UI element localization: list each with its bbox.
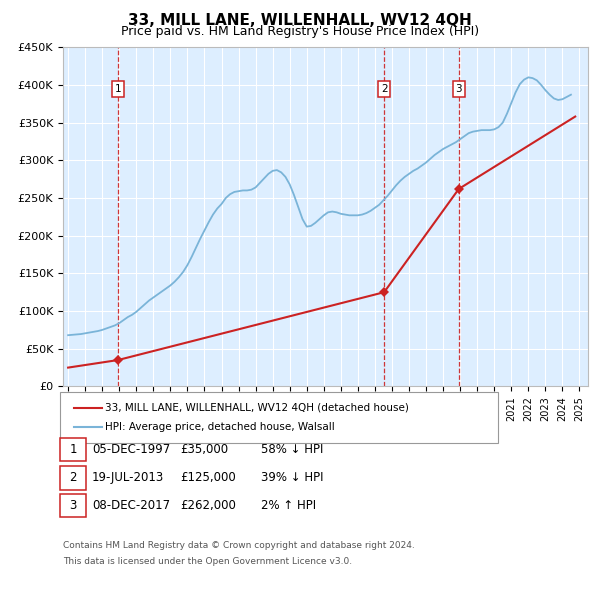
Text: HPI: Average price, detached house, Walsall: HPI: Average price, detached house, Wals…: [105, 422, 335, 432]
Text: 33, MILL LANE, WILLENHALL, WV12 4QH: 33, MILL LANE, WILLENHALL, WV12 4QH: [128, 13, 472, 28]
Text: 2: 2: [381, 84, 388, 94]
Text: 2% ↑ HPI: 2% ↑ HPI: [261, 499, 316, 512]
Text: Contains HM Land Registry data © Crown copyright and database right 2024.: Contains HM Land Registry data © Crown c…: [63, 541, 415, 550]
Text: 05-DEC-1997: 05-DEC-1997: [92, 443, 170, 456]
Text: 1: 1: [70, 443, 77, 456]
Text: 19-JUL-2013: 19-JUL-2013: [92, 471, 164, 484]
Text: 1: 1: [115, 84, 121, 94]
Text: £262,000: £262,000: [180, 499, 236, 512]
Text: 3: 3: [70, 499, 77, 512]
Text: Price paid vs. HM Land Registry's House Price Index (HPI): Price paid vs. HM Land Registry's House …: [121, 25, 479, 38]
Text: 39% ↓ HPI: 39% ↓ HPI: [261, 471, 323, 484]
Text: £35,000: £35,000: [180, 443, 228, 456]
Text: 08-DEC-2017: 08-DEC-2017: [92, 499, 170, 512]
Text: 33, MILL LANE, WILLENHALL, WV12 4QH (detached house): 33, MILL LANE, WILLENHALL, WV12 4QH (det…: [105, 403, 409, 412]
Text: 58% ↓ HPI: 58% ↓ HPI: [261, 443, 323, 456]
Text: £125,000: £125,000: [180, 471, 236, 484]
Text: This data is licensed under the Open Government Licence v3.0.: This data is licensed under the Open Gov…: [63, 557, 352, 566]
Text: 2: 2: [70, 471, 77, 484]
Text: 3: 3: [455, 84, 462, 94]
